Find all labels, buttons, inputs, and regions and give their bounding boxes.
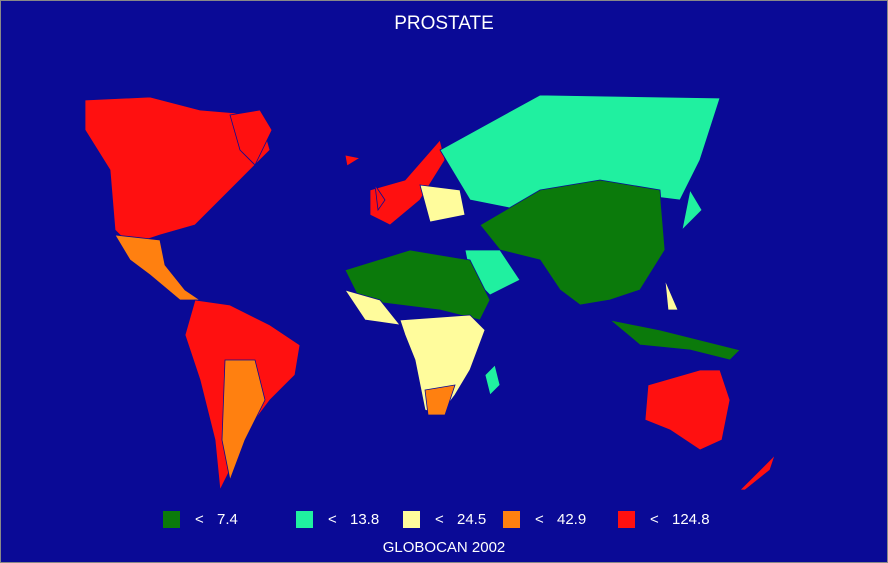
japan: [681, 188, 703, 232]
legend-value: 24.5: [457, 511, 486, 528]
map-title: PROSTATE: [394, 13, 494, 34]
legend-symbol: <: [535, 511, 544, 528]
madagascar: [484, 364, 501, 396]
central-america: [114, 234, 202, 301]
legend-symbol: <: [195, 511, 204, 528]
australia: [644, 369, 731, 451]
uk: [374, 184, 386, 212]
legend-swatch: [503, 511, 520, 528]
legend-symbol: <: [328, 511, 337, 528]
legend-value: 7.4: [217, 511, 238, 528]
source: GLOBOCAN 2002: [383, 539, 506, 556]
legend-symbol: <: [435, 511, 444, 528]
west-africa: [344, 289, 401, 326]
legend-symbol: <: [650, 511, 659, 528]
new-zealand: [739, 454, 776, 491]
indonesia: [609, 319, 741, 361]
legend-value: 42.9: [557, 511, 586, 528]
eastern-europe: [419, 184, 466, 223]
greenland: [229, 109, 273, 166]
south-africa: [424, 384, 456, 416]
legend-swatch: [403, 511, 420, 528]
north-america: [84, 96, 271, 246]
iceland: [344, 154, 362, 167]
legend-swatch: [296, 511, 313, 528]
philippines: [664, 279, 679, 311]
legend-swatch: [618, 511, 635, 528]
legend-value: 13.8: [350, 511, 379, 528]
western-europe: [369, 139, 446, 226]
asia: [479, 179, 666, 306]
legend: <7.4 <13.8 <24.5 <42.9 <124.8: [163, 511, 710, 528]
countries: [84, 94, 776, 492]
argentina: [221, 359, 266, 482]
russia: [439, 94, 721, 211]
legend-swatch: [163, 511, 180, 528]
legend-value: 124.8: [672, 511, 710, 528]
